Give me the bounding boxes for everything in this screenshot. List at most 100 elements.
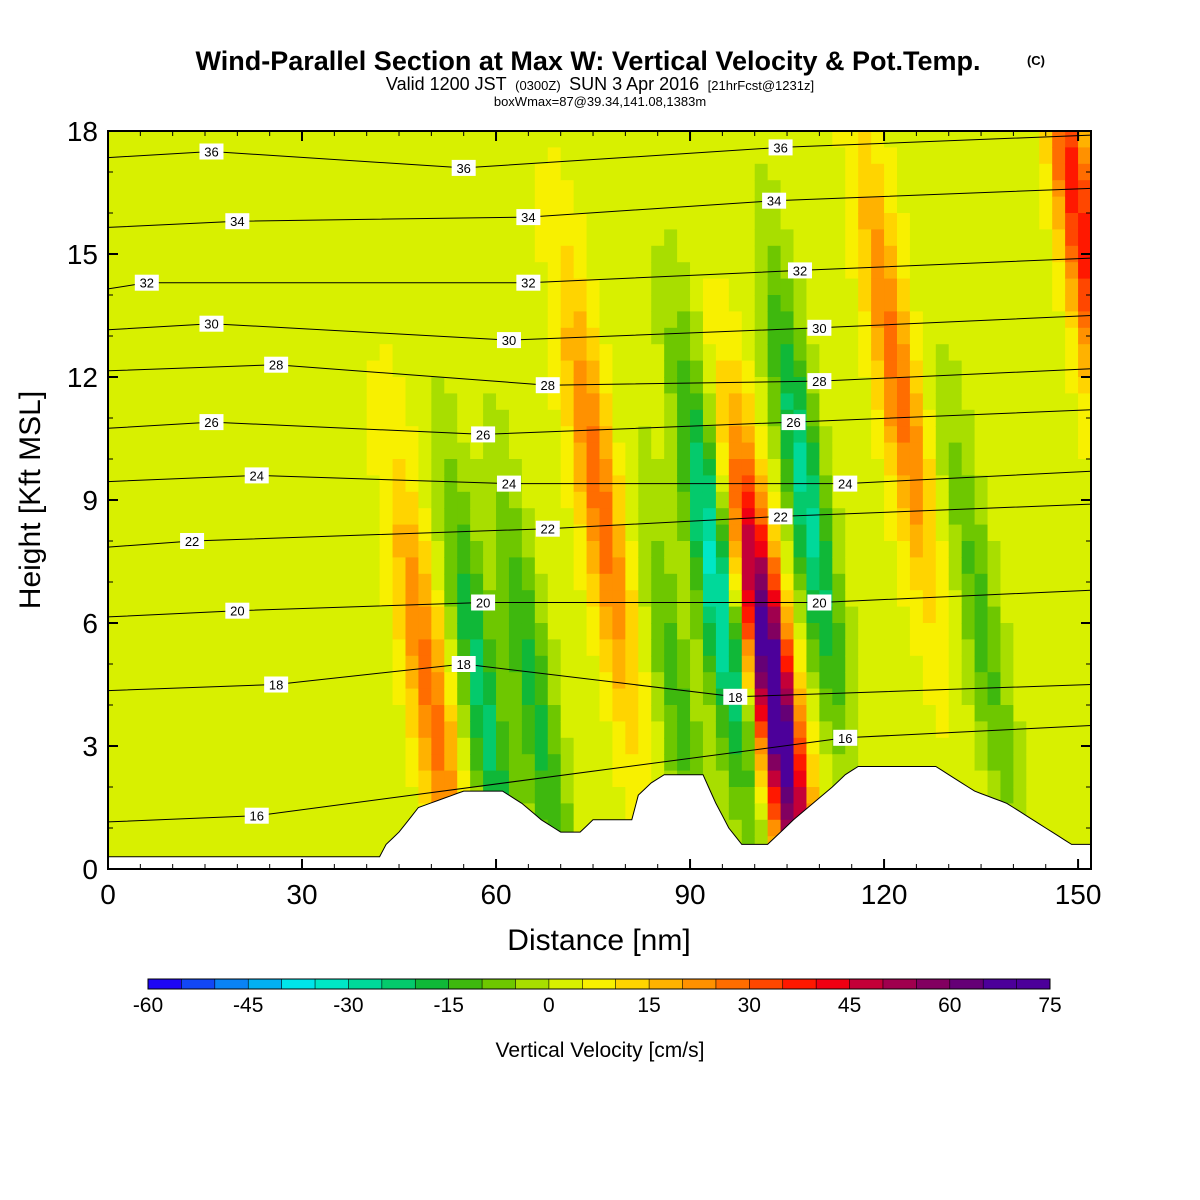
field-cell [974,737,989,755]
field-cell [845,163,859,181]
field-cell [612,623,626,640]
field-cell [793,163,808,181]
field-cell [1065,311,1079,329]
field-cell [664,360,678,378]
field-cell [379,442,394,460]
field-cell [108,639,122,657]
field-cell [237,770,251,788]
field-cell [133,754,148,772]
field-cell [508,491,523,509]
field-cell [508,754,523,772]
field-cell [1052,655,1066,673]
field-cell [120,787,135,804]
field-cell [547,229,562,247]
field-cell [211,377,225,394]
field-cell [948,131,963,148]
field-cell [470,180,484,198]
field-cell [159,819,174,837]
field-cell [573,606,588,624]
field-cell [302,754,316,772]
field-cell [237,229,251,247]
field-cell [664,213,678,230]
contour-label: 34 [516,209,541,226]
field-cell [1039,393,1053,411]
field-cell [172,787,187,804]
contour-label-box [762,192,787,209]
contour-label: 28 [264,356,289,373]
field-cell [832,196,846,214]
field-cell [353,819,368,837]
field-cell [586,524,601,542]
field-cell [302,344,316,362]
field-cell [185,655,200,673]
field-cell [987,327,1002,345]
field-cell [276,754,290,772]
field-cell [858,393,872,411]
field-cell [379,606,394,624]
field-cell [1000,213,1014,230]
field-cell [547,131,562,148]
field-cell [302,557,316,575]
contour-label: 22 [180,533,205,549]
field-cell [599,508,614,526]
field-cell [638,508,652,526]
field-cell [211,213,225,230]
field-cell [508,623,523,640]
field-cell [366,836,381,854]
field-cell [728,131,743,148]
field-cell [961,360,976,378]
field-cell [327,787,342,804]
field-cell [1026,655,1040,673]
field-cell [586,262,601,280]
field-cell [302,606,316,624]
x-tick-label: 120 [861,879,908,910]
field-cell [1013,688,1027,706]
field-cell [612,393,626,411]
field-cell [1013,377,1027,394]
field-cell [418,360,432,378]
field-cell [146,147,161,165]
field-cell [896,475,911,493]
field-cell [444,524,458,542]
field-cell [457,131,471,148]
field-cell [431,442,445,460]
field-cell [547,213,562,230]
field-cell [496,278,510,296]
contour-label: 26 [199,414,224,431]
field-cell [560,770,575,788]
field-cell [651,196,665,214]
field-cell [677,295,691,312]
field-cell [314,688,329,706]
field-cell [1000,573,1014,591]
field-cell [457,442,471,460]
field-cell [263,491,277,509]
field-cell [444,377,458,394]
field-cell [405,278,420,296]
field-cell [547,344,562,362]
field-cell [612,213,626,230]
field-cell [159,508,174,526]
field-cell [211,557,225,575]
field-cell [573,721,588,739]
field-cell [780,688,795,706]
field-cell [780,426,795,444]
field-cell [185,672,200,690]
field-cell [224,295,238,312]
field-cell [431,524,445,542]
field-cell [340,163,355,181]
field-cell [379,393,394,411]
field-cell [172,245,187,263]
field-cell [974,163,989,181]
field-cell [754,705,769,722]
field-cell [224,770,238,788]
field-cell [728,196,743,214]
field-cell [935,508,950,526]
field-cell [858,737,872,755]
field-cell [496,737,510,755]
field-cell [677,344,691,362]
field-cell [896,262,911,280]
field-cell [1065,524,1079,542]
field-cell [806,557,820,575]
field-cell [198,360,213,378]
field-cell [935,721,950,739]
